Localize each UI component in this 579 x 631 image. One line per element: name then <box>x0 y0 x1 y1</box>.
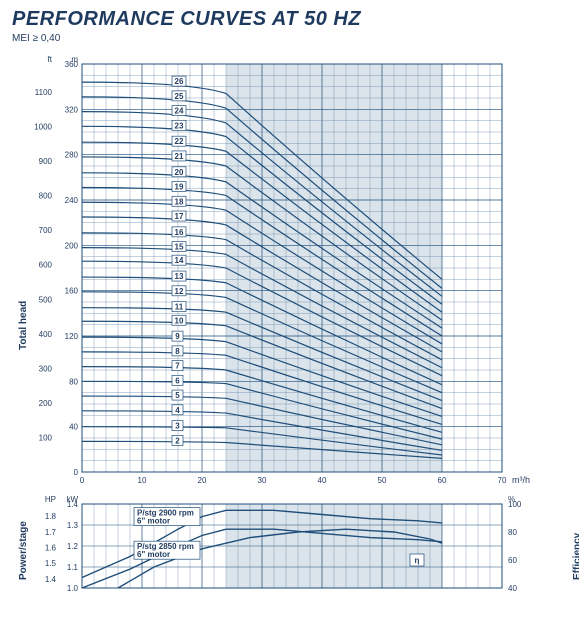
svg-text:7: 7 <box>175 362 180 371</box>
svg-text:40: 40 <box>69 423 78 432</box>
page-subtitle: MEI ≥ 0,40 <box>12 33 567 44</box>
svg-text:70: 70 <box>498 476 507 485</box>
svg-text:160: 160 <box>65 287 79 296</box>
svg-text:100: 100 <box>39 433 53 442</box>
svg-text:20: 20 <box>198 476 207 485</box>
lower-chart-svg: P/stg 2900 rpm6" motorP/stg 2850 rpm6" m… <box>12 490 542 600</box>
svg-text:80: 80 <box>69 377 78 386</box>
svg-text:6" motor: 6" motor <box>137 517 170 526</box>
svg-text:1000: 1000 <box>34 123 52 132</box>
svg-text:24: 24 <box>175 107 184 116</box>
main-chart-svg: 2625242322212019181716151413121110987654… <box>12 50 542 490</box>
svg-text:26: 26 <box>175 77 184 86</box>
svg-text:kW: kW <box>66 495 78 504</box>
svg-text:320: 320 <box>65 105 79 114</box>
svg-text:15: 15 <box>175 243 184 252</box>
svg-text:18: 18 <box>175 197 184 206</box>
svg-text:60: 60 <box>438 476 447 485</box>
x-axis-unit-main: m³/h <box>512 475 530 485</box>
svg-text:9: 9 <box>175 332 180 341</box>
svg-text:21: 21 <box>175 152 184 161</box>
svg-text:80: 80 <box>508 528 517 537</box>
y-axis-label-efficiency: Efficiency <box>572 533 579 580</box>
svg-text:300: 300 <box>39 364 53 373</box>
svg-text:40: 40 <box>318 476 327 485</box>
svg-text:6" motor: 6" motor <box>137 550 170 559</box>
svg-text:1.5: 1.5 <box>45 559 57 568</box>
svg-text:10: 10 <box>175 316 184 325</box>
svg-text:1.2: 1.2 <box>67 542 79 551</box>
svg-text:17: 17 <box>175 212 184 221</box>
svg-text:1.3: 1.3 <box>67 521 79 530</box>
svg-text:13: 13 <box>175 272 184 281</box>
svg-text:1100: 1100 <box>35 88 53 97</box>
svg-text:20: 20 <box>175 168 184 177</box>
svg-text:600: 600 <box>39 261 53 270</box>
svg-text:10: 10 <box>138 476 147 485</box>
svg-text:200: 200 <box>65 241 79 250</box>
svg-text:3: 3 <box>175 422 180 431</box>
svg-text:1.4: 1.4 <box>45 575 57 584</box>
svg-text:1.0: 1.0 <box>67 584 79 593</box>
svg-text:1.1: 1.1 <box>67 563 79 572</box>
svg-text:%: % <box>508 495 515 504</box>
y-axis-label-totalhead: Total head <box>18 301 29 350</box>
svg-text:6: 6 <box>175 376 180 385</box>
svg-text:400: 400 <box>39 330 53 339</box>
page-title: PERFORMANCE CURVES AT 50 Hz <box>12 8 567 31</box>
svg-text:700: 700 <box>39 226 53 235</box>
svg-text:60: 60 <box>508 556 517 565</box>
svg-text:m: m <box>71 55 78 64</box>
svg-text:800: 800 <box>39 192 53 201</box>
svg-text:η: η <box>415 556 420 565</box>
svg-text:120: 120 <box>65 332 79 341</box>
svg-text:16: 16 <box>175 228 184 237</box>
main-chart: Total head 26252423222120191817161514131… <box>12 50 567 490</box>
svg-text:23: 23 <box>175 121 184 130</box>
y-axis-label-power: Power/stage <box>18 521 29 580</box>
svg-text:50: 50 <box>378 476 387 485</box>
svg-text:19: 19 <box>175 183 184 192</box>
svg-text:0: 0 <box>80 476 85 485</box>
svg-text:1.7: 1.7 <box>45 528 57 537</box>
svg-text:1.6: 1.6 <box>45 543 57 552</box>
svg-text:22: 22 <box>175 137 184 146</box>
svg-text:240: 240 <box>65 196 79 205</box>
svg-text:4: 4 <box>175 406 180 415</box>
svg-text:30: 30 <box>258 476 267 485</box>
svg-text:25: 25 <box>175 92 184 101</box>
svg-text:HP: HP <box>45 495 56 504</box>
svg-text:11: 11 <box>175 303 184 312</box>
svg-text:ft: ft <box>48 55 53 64</box>
svg-text:280: 280 <box>65 151 79 160</box>
svg-text:8: 8 <box>175 347 180 356</box>
lower-chart: Power/stage Efficiency P/stg 2900 rpm6" … <box>12 490 567 600</box>
svg-text:500: 500 <box>39 295 53 304</box>
svg-text:5: 5 <box>175 391 180 400</box>
svg-text:12: 12 <box>175 287 184 296</box>
svg-text:40: 40 <box>508 584 517 593</box>
svg-text:1.8: 1.8 <box>45 512 57 521</box>
svg-text:14: 14 <box>175 256 184 265</box>
svg-text:2: 2 <box>175 436 180 445</box>
svg-text:900: 900 <box>39 157 53 166</box>
svg-text:0: 0 <box>74 468 79 477</box>
svg-text:200: 200 <box>39 399 53 408</box>
